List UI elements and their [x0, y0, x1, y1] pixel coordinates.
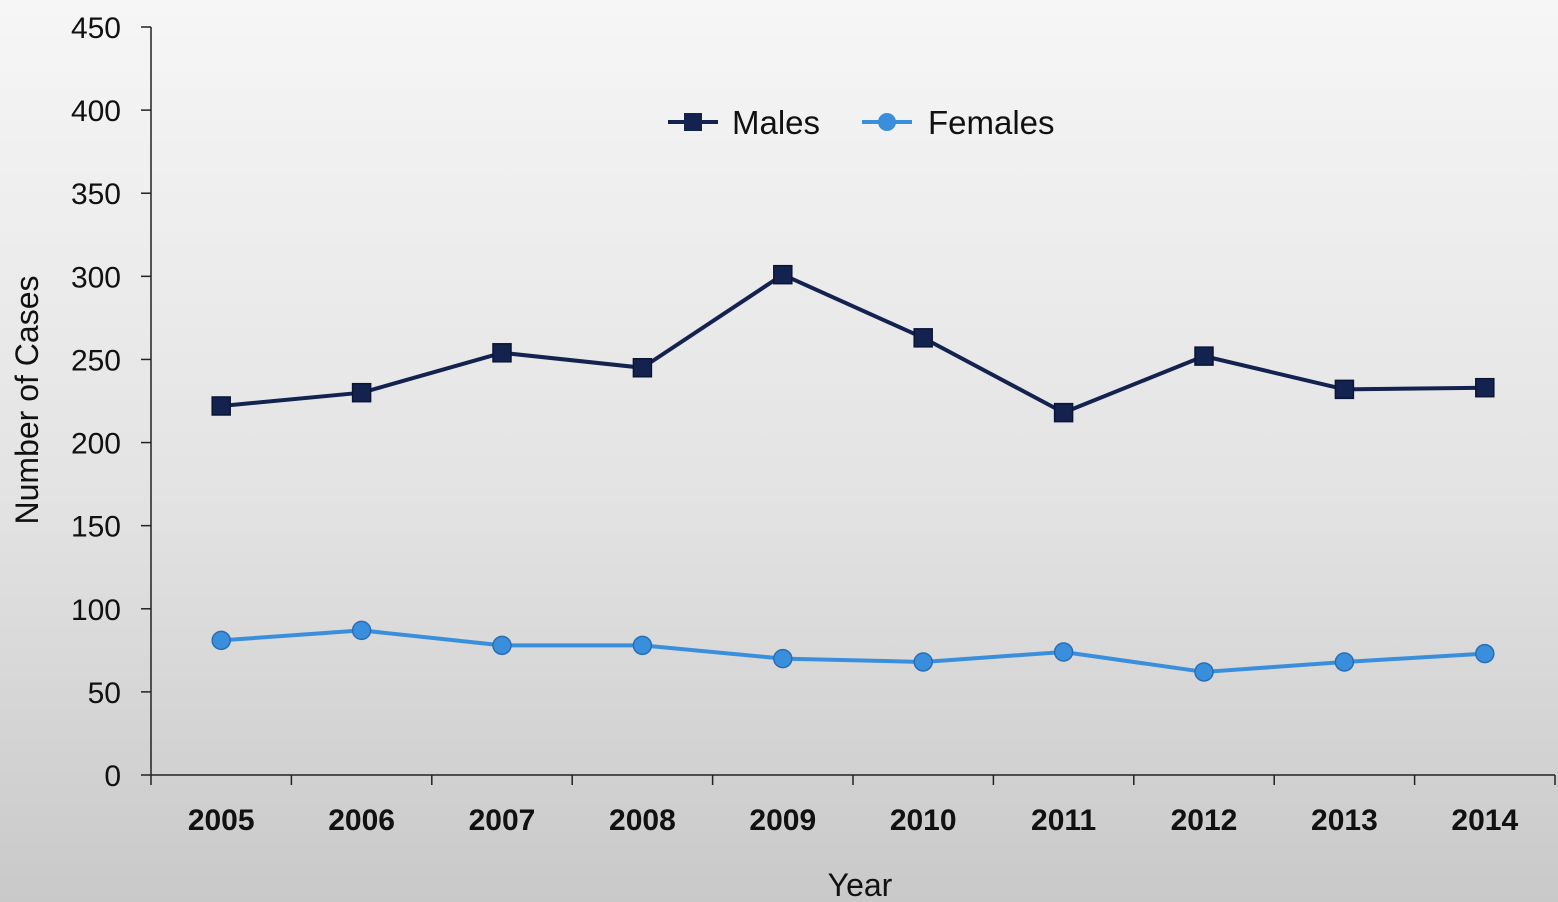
y-tick-label: 100 [71, 594, 121, 627]
x-tick-label: 2008 [609, 804, 676, 837]
data-point-females [913, 652, 933, 672]
x-axis-title: Year [828, 867, 893, 902]
data-point-females [1334, 652, 1355, 672]
data-point-males [913, 328, 933, 348]
data-point-males [1475, 377, 1495, 398]
data-point-males [773, 264, 793, 285]
series-females [211, 620, 1495, 682]
x-tick-label: 2012 [1171, 804, 1238, 837]
data-point-males [1053, 402, 1074, 423]
legend-marker [878, 113, 896, 131]
y-tick-label: 50 [88, 677, 121, 710]
x-tick-label: 2007 [469, 804, 536, 837]
y-tick-label: 400 [71, 95, 121, 128]
legend-label: Males [732, 104, 820, 141]
data-point-females [1053, 642, 1074, 662]
data-point-females [351, 620, 372, 641]
y-axis-title: Number of Cases [9, 276, 45, 525]
data-point-females [1475, 643, 1495, 664]
legend: Males Females [668, 104, 1055, 141]
series-males [211, 264, 1495, 423]
y-tick-label: 350 [71, 178, 121, 211]
series-line-females [221, 628, 1485, 674]
y-tick-label: 450 [71, 12, 121, 45]
y-tick-label: 300 [71, 261, 121, 294]
legend-item-males: Males [668, 104, 820, 141]
data-point-males [632, 358, 653, 378]
y-axis: 0 50 100 150 200 250 300 350 400 450 [71, 12, 152, 793]
x-tick-label: 2011 [1031, 804, 1096, 837]
x-tick-label: 2005 [188, 804, 255, 837]
data-point-females [632, 635, 653, 656]
legend-marker [684, 113, 702, 131]
data-point-males [351, 382, 372, 403]
x-tick-label: 2014 [1451, 804, 1518, 837]
legend-label: Females [928, 104, 1055, 141]
x-tick-label: 2006 [328, 804, 395, 837]
series-line-males [221, 272, 1485, 415]
data-point-males [211, 396, 231, 416]
x-axis: 2005 2006 2007 2008 2009 2010 2011 2012 2013 2014 [150, 774, 1556, 837]
data-point-males [1334, 379, 1355, 400]
x-tick-label: 2010 [890, 804, 957, 837]
y-tick-label: 150 [71, 511, 121, 544]
x-tick-label: 2009 [749, 804, 816, 837]
y-tick-label: 250 [71, 344, 121, 377]
y-tick-label: 200 [71, 428, 121, 461]
y-tick-label: 0 [104, 760, 121, 793]
x-tick-label: 2013 [1311, 804, 1378, 837]
data-point-females [492, 635, 512, 656]
data-point-males [1194, 346, 1214, 366]
data-point-females [1194, 662, 1214, 682]
legend-item-females: Females [862, 104, 1055, 141]
data-point-females [773, 648, 793, 669]
data-point-males [492, 343, 512, 363]
data-point-females [211, 630, 231, 651]
series-layer [211, 264, 1495, 682]
